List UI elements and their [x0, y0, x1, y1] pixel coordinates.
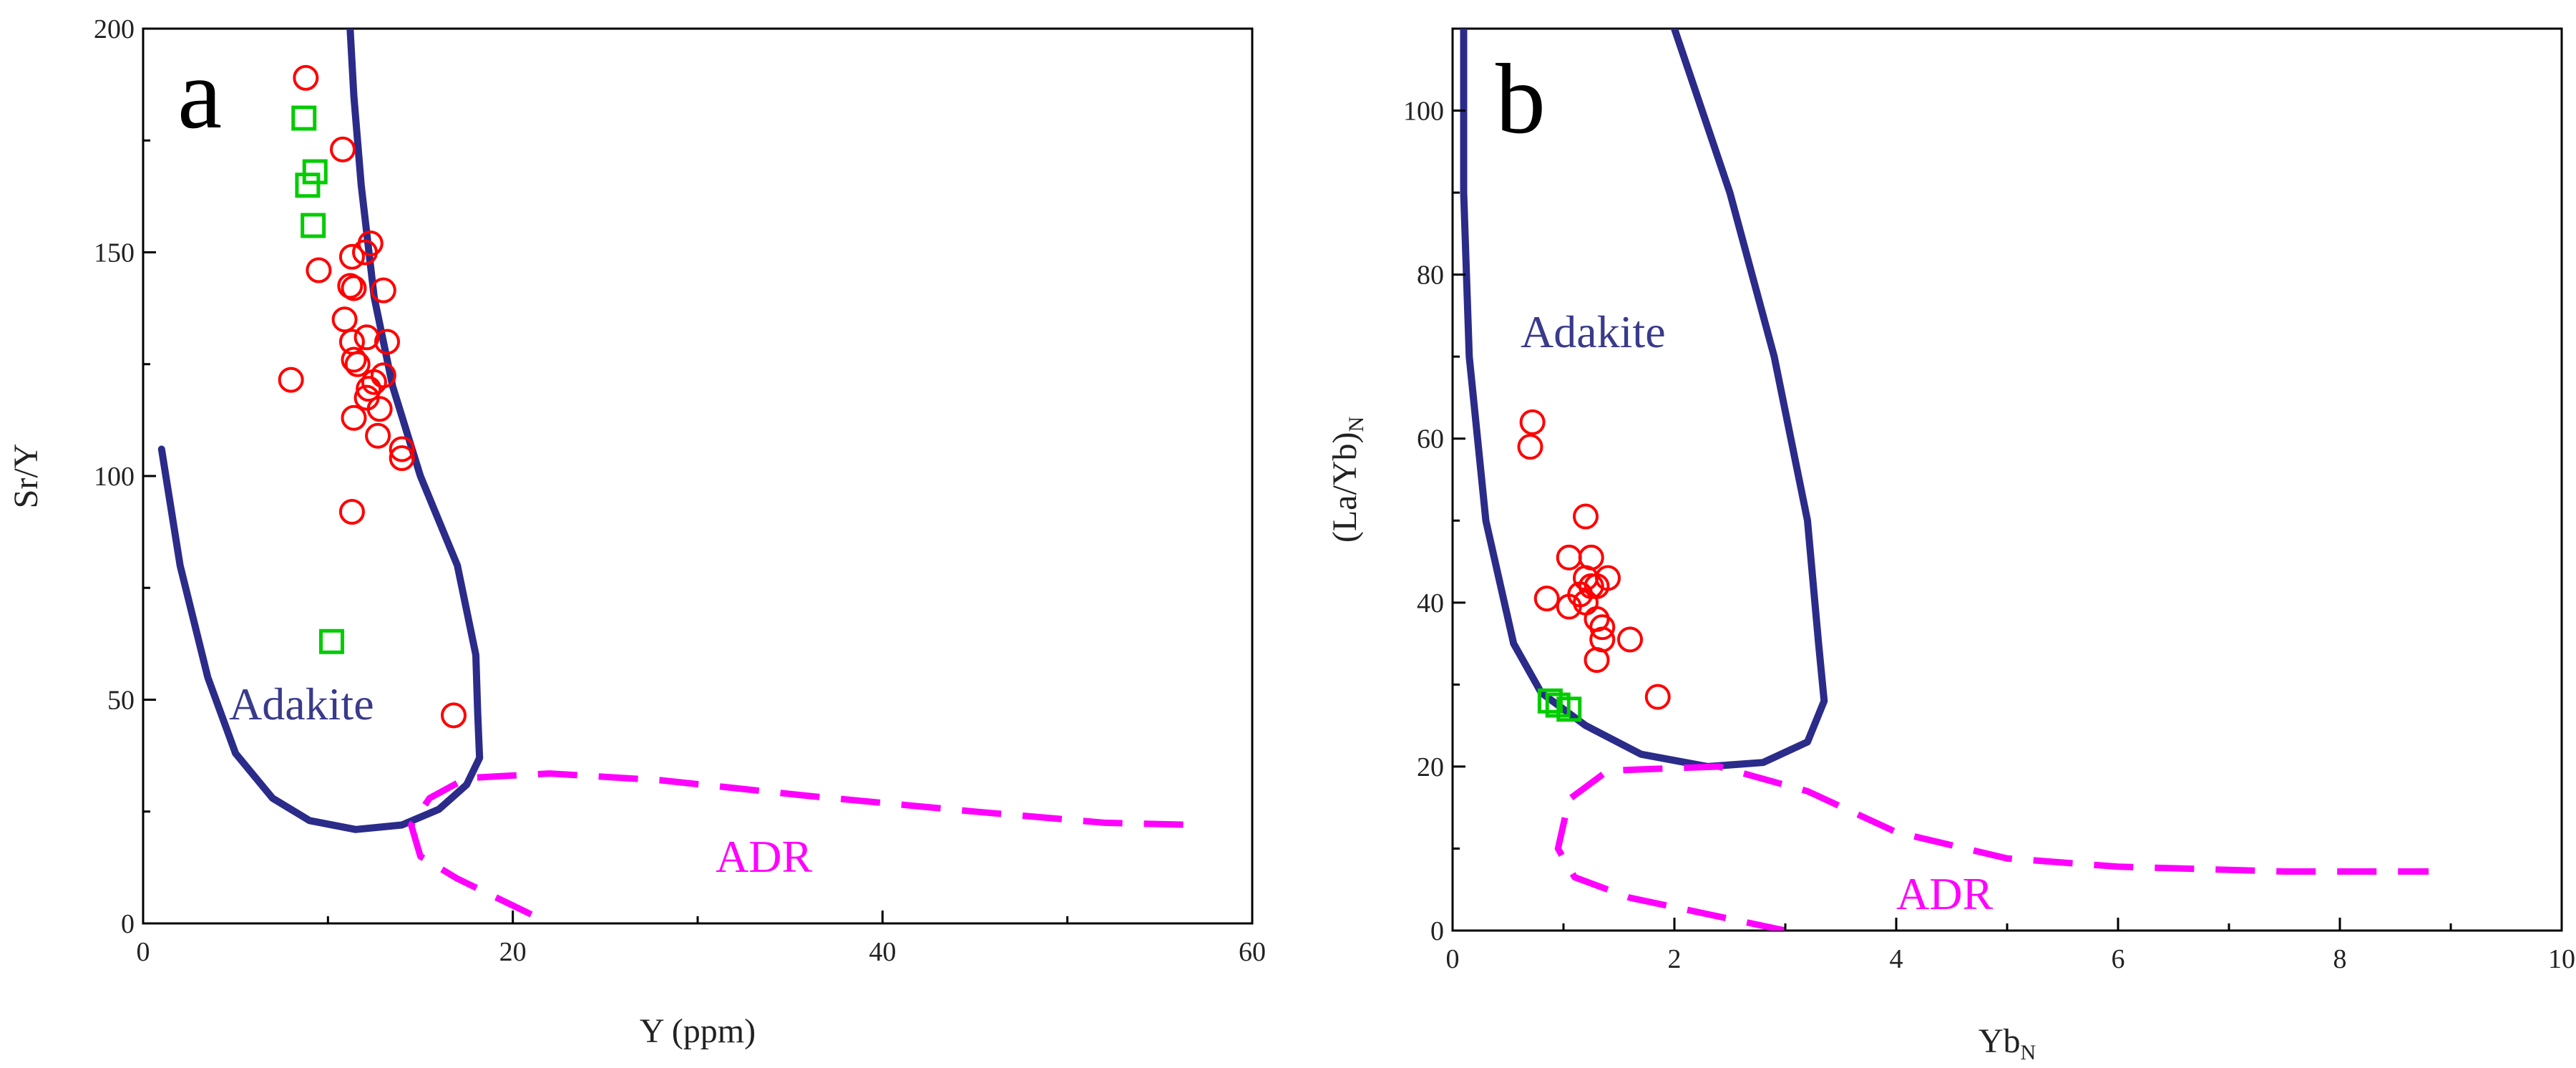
y-tick-label: 40 [1417, 588, 1444, 618]
data-point-circle [1556, 544, 1582, 571]
y-tick-label: 150 [94, 238, 135, 268]
data-point-circle [361, 369, 387, 395]
y-tick-label: 100 [1403, 97, 1444, 127]
data-point-circle [389, 445, 415, 471]
data-point-circle [389, 436, 415, 462]
x-tick-label: 10 [2548, 944, 2575, 974]
adr-label-a: ADR [716, 831, 812, 882]
data-point-circle [353, 324, 380, 351]
x-tick-label: 0 [137, 937, 150, 967]
adakite-boundary-a [157, 29, 484, 833]
data-point-circle [293, 64, 319, 91]
data-point-circle [352, 239, 378, 266]
adakite-label-a: Adakite [229, 679, 374, 729]
adakite-label-b: Adakite [1521, 306, 1666, 357]
data-point-circle [344, 351, 371, 377]
data-point-circle [338, 499, 365, 525]
x-tick-label: 2 [1668, 944, 1682, 974]
y-tick-label: 100 [94, 462, 135, 492]
data-point-circle [441, 702, 467, 729]
data-point-circle [1517, 434, 1543, 460]
x-tick-label: 8 [2333, 944, 2347, 974]
data-point-circle [341, 346, 367, 373]
data-point-circle [366, 396, 393, 422]
y-tick-label: 0 [1430, 916, 1444, 946]
data-point-circle [341, 275, 367, 301]
data-point-square [301, 213, 326, 238]
data-point-square [291, 105, 317, 131]
data-point-circle [331, 306, 358, 333]
data-point-circle [374, 329, 400, 355]
x-tick-label: 6 [2112, 944, 2125, 974]
data-point-square [1556, 696, 1582, 722]
x-tick-label: 60 [1239, 937, 1266, 967]
data-point-circle [330, 136, 356, 162]
y-axis-title-b: (La/Yb)N [1326, 417, 1368, 543]
panel-label-a: a [177, 39, 222, 150]
data-point-square [319, 628, 344, 654]
y-axis-title-a: Sr/Y [7, 444, 45, 509]
data-point-square [1537, 688, 1563, 714]
data-point-circle [1556, 593, 1582, 620]
data-point-circle [365, 422, 391, 449]
data-point-circle [1589, 614, 1616, 641]
panel-label-b: b [1496, 44, 1546, 155]
data-point-circle [356, 376, 382, 402]
y-axis-title-b-sub: N [1345, 417, 1368, 432]
adr-boundary-b [1554, 763, 2429, 931]
data-point-circle [1584, 647, 1610, 673]
x-axis-title-a: Y (ppm) [640, 1012, 756, 1050]
data-point-circle [1617, 626, 1643, 653]
x-tick-label: 40 [869, 937, 896, 967]
y-tick-label: 200 [94, 14, 135, 44]
data-point-circle [1533, 586, 1560, 612]
x-axis-title-b-main: Yb [1979, 1022, 2021, 1060]
data-point-circle [1519, 409, 1546, 435]
data-point-circle [306, 257, 332, 283]
x-tick-label: 4 [1890, 944, 1903, 974]
x-tick-label: 0 [1446, 944, 1460, 974]
data-point-square [302, 159, 328, 185]
y-tick-label: 50 [107, 686, 135, 716]
panel-a: 0 20 40 60 0 50 100 150 200 a Adakite ADR Y (pp… [7, 14, 1266, 1050]
data-point-circle [1573, 503, 1599, 530]
data-point-circle [370, 277, 396, 304]
y-tick-label: 80 [1417, 261, 1444, 291]
y-axis-title-b-main: (La/Yb) [1326, 432, 1364, 543]
y-tick-label: 20 [1417, 752, 1444, 782]
data-point-circle [338, 243, 365, 270]
data-point-circle [1644, 684, 1671, 710]
adr-boundary-a [408, 770, 1197, 918]
x-tick-label: 20 [499, 937, 527, 967]
x-axis-title-b: YbN [1979, 1022, 2036, 1064]
data-point-circle [337, 273, 364, 299]
adr-label-b: ADR [1896, 868, 1993, 919]
data-point-square [295, 173, 321, 198]
data-point-circle [278, 366, 304, 393]
y-tick-label: 60 [1417, 424, 1444, 455]
plot-frame-b [1451, 27, 2563, 932]
data-point-circle [341, 404, 367, 431]
x-axis-title-b-sub: N [2021, 1041, 2036, 1064]
y-tick-label: 0 [121, 909, 135, 939]
